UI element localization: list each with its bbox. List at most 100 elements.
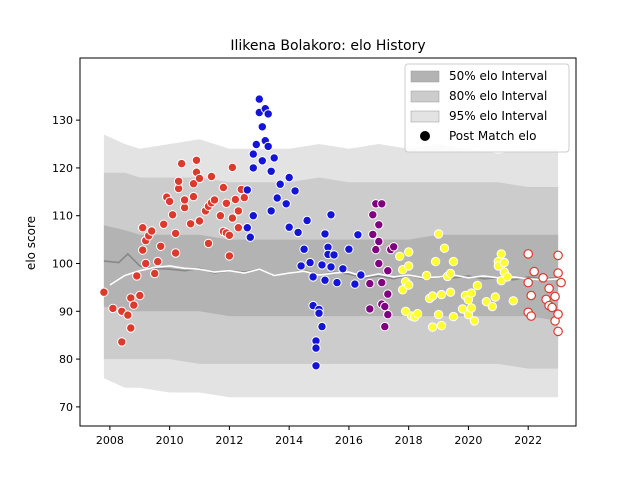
- data-point: [430, 256, 441, 267]
- data-point: [99, 287, 109, 297]
- chart-title: Ilikena Bolakoro: elo History: [230, 38, 425, 54]
- data-point: [317, 321, 327, 332]
- data-point: [377, 199, 387, 209]
- axes: 2008 2010 2012 2014 2016 2018 2020 2022 70 80 90 10…: [52, 57, 577, 447]
- data-point: [188, 179, 199, 189]
- data-point: [448, 256, 459, 267]
- data-point: [436, 289, 447, 300]
- x-tick-label: 2014: [275, 434, 303, 447]
- data-point: [290, 186, 300, 196]
- data-point: [275, 179, 285, 189]
- median-line: [109, 265, 559, 286]
- x-tick-label: 2008: [96, 434, 124, 447]
- data-point: [206, 171, 217, 182]
- x-tick-label: 2010: [156, 434, 184, 447]
- data-point: [338, 264, 348, 274]
- data-point: [389, 242, 399, 252]
- data-point: [311, 343, 321, 353]
- data-point: [248, 211, 259, 221]
- data-point: [245, 232, 256, 242]
- data-point: [383, 309, 393, 320]
- plot-area: [99, 94, 566, 398]
- data-point: [404, 280, 414, 290]
- data-point: [185, 219, 196, 229]
- data-point: [469, 316, 480, 326]
- data-point: [353, 230, 363, 240]
- data-point: [308, 272, 318, 282]
- data-point: [263, 109, 273, 119]
- data-point: [126, 323, 136, 333]
- legend-label: 95% elo Interval: [449, 109, 547, 123]
- data-point: [436, 320, 447, 331]
- data-point: [374, 236, 384, 247]
- y-tick-label: 70: [59, 401, 73, 414]
- data-point: [170, 248, 181, 258]
- data-point: [421, 270, 432, 281]
- y-tick-label: 100: [52, 258, 73, 271]
- data-point: [108, 303, 118, 314]
- data-point: [380, 321, 390, 332]
- data-point: [365, 304, 375, 314]
- y-tick-label: 130: [52, 114, 73, 127]
- data-point: [251, 139, 261, 150]
- data-point: [233, 206, 244, 216]
- data-point: [138, 223, 148, 233]
- data-point: [311, 361, 321, 371]
- data-point: [227, 162, 238, 173]
- legend: 50% elo Interval 80% elo Interval 95% elo …: [404, 63, 570, 153]
- data-point: [194, 216, 205, 226]
- legend-marker: [420, 131, 430, 141]
- data-point: [332, 277, 342, 288]
- data-point: [302, 215, 312, 226]
- x-tick-label: 2012: [215, 434, 243, 447]
- series-1: [242, 94, 366, 371]
- data-point: [191, 155, 202, 166]
- data-point: [281, 199, 291, 209]
- data-point: [538, 272, 548, 283]
- data-point: [344, 244, 354, 254]
- series-2: [365, 199, 399, 332]
- data-point: [556, 277, 566, 288]
- data-point: [439, 243, 450, 253]
- data-point: [257, 122, 267, 132]
- data-point: [368, 229, 378, 240]
- data-point: [299, 244, 309, 254]
- plot-frame: [79, 57, 577, 427]
- y-tick-label: 120: [52, 162, 73, 175]
- data-point: [445, 287, 456, 297]
- x-tick-label: 2020: [454, 434, 482, 447]
- data-point: [553, 309, 563, 319]
- data-point: [242, 185, 253, 195]
- data-point: [553, 326, 563, 337]
- data-point: [269, 153, 279, 163]
- data-point: [293, 227, 303, 238]
- data-point: [314, 308, 324, 318]
- legend-label: 50% elo Interval: [449, 69, 547, 83]
- data-point: [433, 229, 444, 239]
- data-point: [248, 149, 259, 159]
- data-point: [427, 322, 438, 332]
- data-point: [472, 280, 483, 291]
- data-point: [326, 262, 336, 272]
- data-point: [284, 222, 294, 232]
- data-point: [401, 306, 411, 316]
- data-point: [350, 279, 360, 289]
- legend-box: [404, 63, 570, 153]
- data-point: [412, 309, 423, 319]
- data-point: [365, 278, 375, 289]
- data-point: [490, 292, 500, 302]
- data-point: [254, 94, 264, 104]
- data-point: [529, 266, 539, 277]
- data-point: [448, 311, 459, 322]
- data-point: [224, 251, 235, 261]
- data-point: [457, 304, 468, 314]
- data-point: [553, 250, 563, 261]
- data-point: [117, 337, 127, 347]
- data-point: [499, 257, 509, 268]
- data-point: [224, 230, 235, 241]
- data-point: [233, 223, 244, 233]
- data-point: [215, 211, 226, 221]
- data-point: [326, 210, 336, 220]
- data-point: [317, 260, 327, 270]
- data-point: [159, 219, 169, 230]
